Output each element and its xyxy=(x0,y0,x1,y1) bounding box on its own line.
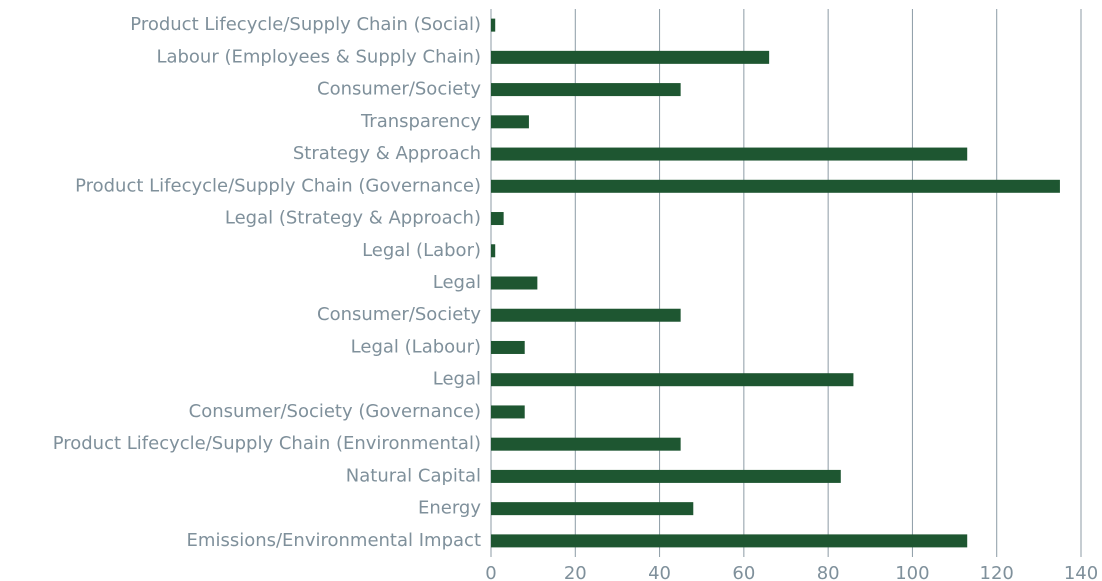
y-tick-label: Product Lifecycle/Supply Chain (Environm… xyxy=(53,433,481,454)
x-tick-label: 80 xyxy=(817,563,840,581)
bar xyxy=(491,340,525,354)
y-tick-label: Legal (Strategy & Approach) xyxy=(225,208,481,229)
y-tick-label: Natural Capital xyxy=(346,465,481,486)
y-tick-label: Transparency xyxy=(360,111,481,132)
bar xyxy=(491,373,854,387)
bar xyxy=(491,308,681,322)
y-tick-label: Product Lifecycle/Supply Chain (Governan… xyxy=(75,175,481,196)
x-tick-label: 40 xyxy=(648,563,671,581)
x-tick-label: 20 xyxy=(564,563,587,581)
bar xyxy=(491,276,538,290)
bar xyxy=(491,147,968,161)
y-tick-label: Energy xyxy=(418,498,481,519)
bar xyxy=(491,469,841,483)
y-tick-label: Consumer/Society (Governance) xyxy=(189,401,481,422)
bar xyxy=(491,502,694,516)
x-tick-label: 140 xyxy=(1064,563,1098,581)
y-tick-label: Strategy & Approach xyxy=(293,143,481,164)
y-tick-label: Labour (Employees & Supply Chain) xyxy=(156,46,481,67)
bar xyxy=(491,50,770,64)
y-tick-label: Legal xyxy=(433,369,481,390)
bar xyxy=(491,534,968,548)
y-tick-label: Legal (Labour) xyxy=(351,336,481,357)
x-tick-label: 60 xyxy=(732,563,755,581)
y-tick-label: Legal xyxy=(433,272,481,293)
bar xyxy=(491,405,525,419)
y-tick-label: Consumer/Society xyxy=(317,79,481,100)
y-tick-label: Product Lifecycle/Supply Chain (Social) xyxy=(130,14,481,35)
bar xyxy=(491,244,496,258)
bar xyxy=(491,179,1060,193)
bar xyxy=(491,83,681,97)
x-tick-label: 100 xyxy=(895,563,929,581)
bar xyxy=(491,18,496,32)
x-tick-label: 0 xyxy=(485,563,496,581)
y-tick-label: Legal (Labor) xyxy=(362,240,481,261)
y-tick-label: Emissions/Environmental Impact xyxy=(187,530,481,551)
bar xyxy=(491,115,529,129)
y-tick-label: Consumer/Society xyxy=(317,304,481,325)
bar xyxy=(491,212,504,226)
x-tick-label: 120 xyxy=(980,563,1014,581)
bar xyxy=(491,437,681,451)
